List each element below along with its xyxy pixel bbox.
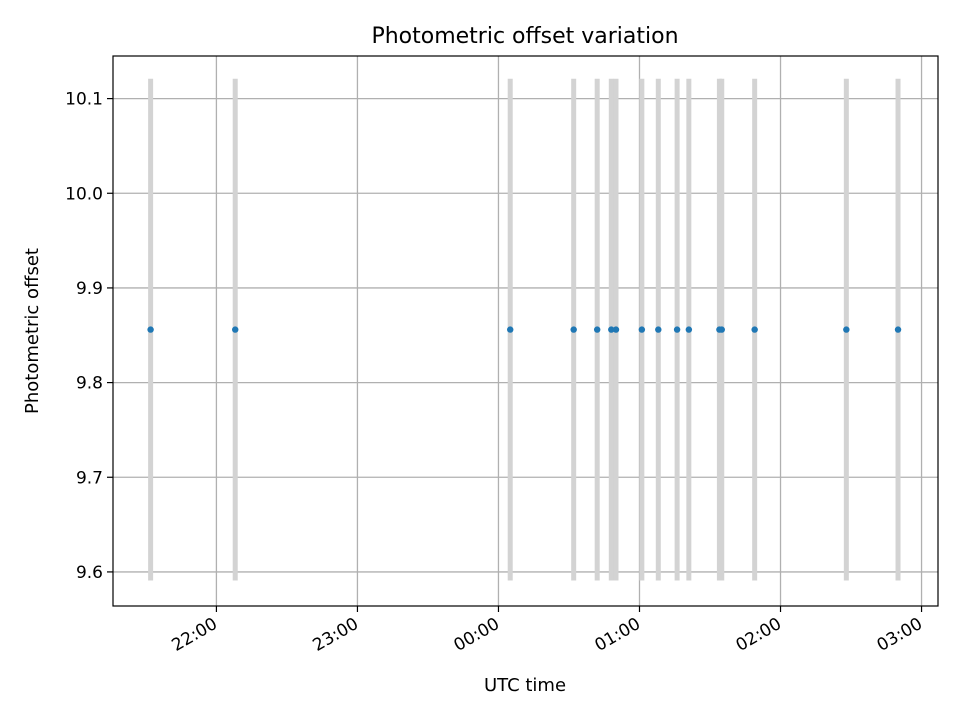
plot-area-background [113,56,938,606]
data-point [685,326,693,333]
data-point [718,326,725,333]
plot-frame [112,55,939,607]
data-point [894,326,902,333]
data-point [673,326,681,333]
chart-title: Photometric offset variation [371,24,678,49]
y-tick-label: 9.8 [76,374,103,394]
y-tick-label: 9.6 [76,563,103,583]
y-tick-label: 9.9 [76,279,103,299]
data-point [655,326,662,333]
y-tick-label: 10.1 [65,90,103,110]
data-point [593,326,601,333]
grid [113,56,938,606]
y-tick-label: 9.7 [76,468,103,488]
x-axis-label: UTC time [484,675,566,696]
data-point [507,326,514,333]
y-tick-label: 10.0 [65,184,103,204]
data-point [612,326,620,333]
data-point [608,326,615,333]
data-points [147,326,902,333]
y-axis-ticks: 9.6 9.7 9.8 9.9 10.0 10.1 [65,90,113,583]
data-point [232,326,239,333]
data-point [843,326,850,333]
data-point [570,326,577,333]
y-axis-label: Photometric offset [22,248,43,414]
data-point [147,326,154,333]
data-point [638,326,646,333]
data-point [751,326,758,333]
